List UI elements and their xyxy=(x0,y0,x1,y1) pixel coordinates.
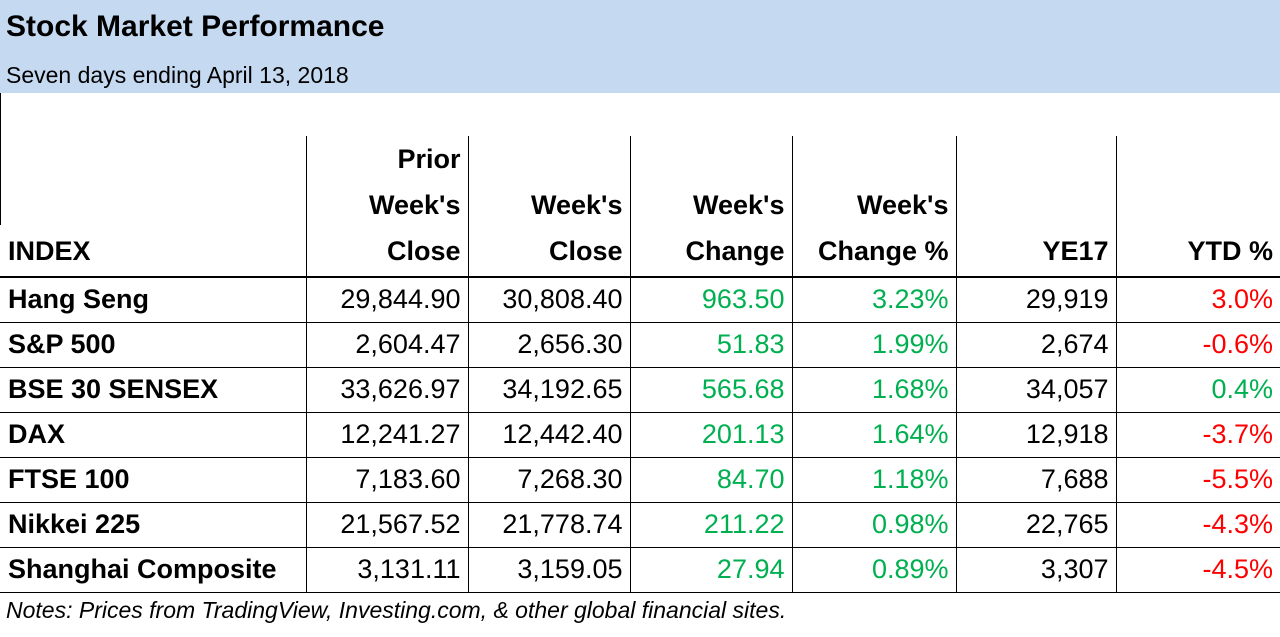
cell-ye17: 12,918 xyxy=(956,412,1117,458)
column-header-prior-close: Prior Week's Close xyxy=(306,136,469,278)
cell-change: 565.68 xyxy=(630,367,793,413)
table-row: Nikkei 225 21,567.52 21,778.74 211.22 0.98% 2… xyxy=(0,502,1280,548)
column-header-close: Week's Close xyxy=(468,136,631,278)
cell-close: 30,808.40 xyxy=(468,277,631,323)
cell-index: FTSE 100 xyxy=(0,457,307,503)
cell-ytd: -4.3% xyxy=(1116,502,1280,548)
cell-close: 7,268.30 xyxy=(468,457,631,503)
cell-ye17: 2,674 xyxy=(956,322,1117,368)
cell-ytd: -3.7% xyxy=(1116,412,1280,458)
cell-close: 21,778.74 xyxy=(468,502,631,548)
cell-prior-close: 33,626.97 xyxy=(306,367,469,413)
title-banner: Stock Market Performance Seven days endi… xyxy=(0,0,1280,93)
cell-ye17: 29,919 xyxy=(956,277,1117,323)
cell-ytd: -0.6% xyxy=(1116,322,1280,368)
cell-change: 963.50 xyxy=(630,277,793,323)
cell-close: 12,442.40 xyxy=(468,412,631,458)
cell-prior-close: 3,131.11 xyxy=(306,547,469,593)
cell-index: Hang Seng xyxy=(0,277,307,323)
column-header-ytd: YTD % xyxy=(1116,136,1280,278)
cell-ye17: 22,765 xyxy=(956,502,1117,548)
performance-table: INDEX Prior Week's Close Week's Close We… xyxy=(0,136,1280,593)
cell-index: BSE 30 SENSEX xyxy=(0,367,307,413)
cell-index: Shanghai Composite xyxy=(0,547,307,593)
table-row: S&P 500 2,604.47 2,656.30 51.83 1.99% 2,674 -0… xyxy=(0,322,1280,368)
cell-ytd: -5.5% xyxy=(1116,457,1280,503)
cell-change-pct: 0.89% xyxy=(792,547,957,593)
cell-prior-close: 7,183.60 xyxy=(306,457,469,503)
cell-change-pct: 3.23% xyxy=(792,277,957,323)
cell-prior-close: 12,241.27 xyxy=(306,412,469,458)
column-header-index: INDEX xyxy=(0,136,307,278)
cell-ye17: 3,307 xyxy=(956,547,1117,593)
column-header-change-pct: Week's Change % xyxy=(792,136,957,278)
header-row: INDEX Prior Week's Close Week's Close We… xyxy=(0,136,1280,278)
cell-prior-close: 29,844.90 xyxy=(306,277,469,323)
cell-ye17: 7,688 xyxy=(956,457,1117,503)
cell-change: 201.13 xyxy=(630,412,793,458)
cell-change-pct: 0.98% xyxy=(792,502,957,548)
cell-change-pct: 1.18% xyxy=(792,457,957,503)
column-header-change: Week's Change xyxy=(630,136,793,278)
cell-close: 34,192.65 xyxy=(468,367,631,413)
cell-prior-close: 21,567.52 xyxy=(306,502,469,548)
cell-change: 84.70 xyxy=(630,457,793,503)
table-row: Shanghai Composite 3,131.11 3,159.05 27.94 0… xyxy=(0,547,1280,593)
cell-change: 51.83 xyxy=(630,322,793,368)
page-subtitle: Seven days ending April 13, 2018 xyxy=(6,62,349,88)
cell-close: 3,159.05 xyxy=(468,547,631,593)
table-row: DAX 12,241.27 12,442.40 201.13 1.64% 12,918 -3… xyxy=(0,412,1280,458)
cell-ye17: 34,057 xyxy=(956,367,1117,413)
table-row: FTSE 100 7,183.60 7,268.30 84.70 1.18% 7,688-… xyxy=(0,457,1280,503)
cell-close: 2,656.30 xyxy=(468,322,631,368)
table-row: Hang Seng 29,844.90 30,808.40 963.50 3.23% 29… xyxy=(0,277,1280,323)
cell-ytd: -4.5% xyxy=(1116,547,1280,593)
cell-index: Nikkei 225 xyxy=(0,502,307,548)
cell-change: 211.22 xyxy=(630,502,793,548)
cell-ytd: 0.4% xyxy=(1116,367,1280,413)
cell-change: 27.94 xyxy=(630,547,793,593)
column-header-ye17: YE17 xyxy=(956,136,1117,278)
table-body: Hang Seng 29,844.90 30,808.40 963.50 3.23% 29… xyxy=(0,277,1280,593)
cell-index: DAX xyxy=(0,412,307,458)
page-title: Stock Market Performance xyxy=(6,10,385,43)
cell-change-pct: 1.64% xyxy=(792,412,957,458)
cell-change-pct: 1.68% xyxy=(792,367,957,413)
table-row: BSE 30 SENSEX 33,626.97 34,192.65 565.68 1.6… xyxy=(0,367,1280,413)
footnote: Notes: Prices from TradingView, Investin… xyxy=(6,597,787,623)
cell-change-pct: 1.99% xyxy=(792,322,957,368)
cell-ytd: 3.0% xyxy=(1116,277,1280,323)
cell-index: S&P 500 xyxy=(0,322,307,368)
cell-prior-close: 2,604.47 xyxy=(306,322,469,368)
